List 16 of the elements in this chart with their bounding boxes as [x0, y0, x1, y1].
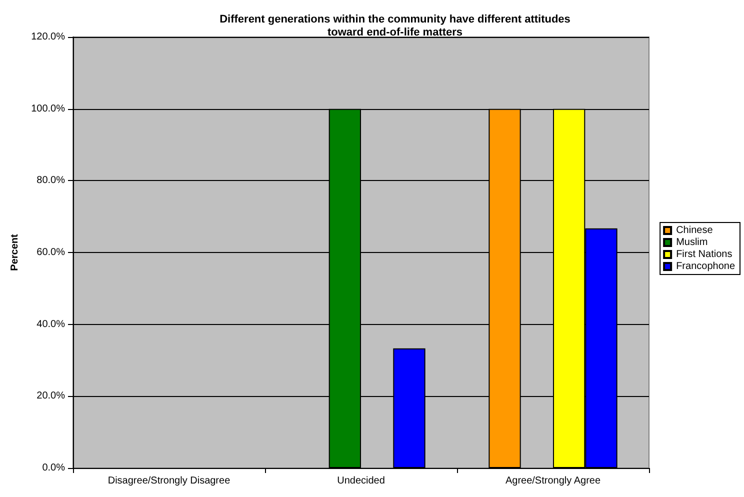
- y-tick-label: 0.0%: [42, 462, 66, 474]
- legend-label: Chinese: [676, 225, 714, 236]
- y-tick-label: 20.0%: [36, 390, 66, 402]
- y-tick-label: 100.0%: [31, 103, 66, 114]
- x-tick-label: Agree/Strongly Agree: [505, 476, 601, 486]
- chart-title: Different generations within the community have different attitudes toward end-of-life matters: [220, 14, 570, 38]
- y-tick-label: 80.0%: [36, 175, 66, 186]
- y-tick-label: 120.0%: [31, 32, 66, 42]
- y-axis-title: Percent: [10, 233, 21, 271]
- y-tick-label: 60.0%: [36, 247, 66, 258]
- legend-label: Muslim: [676, 237, 708, 248]
- y-tick-label: 40.0%: [36, 318, 66, 330]
- legend-label: First Nations: [676, 249, 732, 260]
- x-tick-label: Disagree/Strongly Disagree: [108, 476, 231, 486]
- legend-label: Francophone: [676, 261, 736, 272]
- x-tick-label: Undecided: [337, 476, 385, 486]
